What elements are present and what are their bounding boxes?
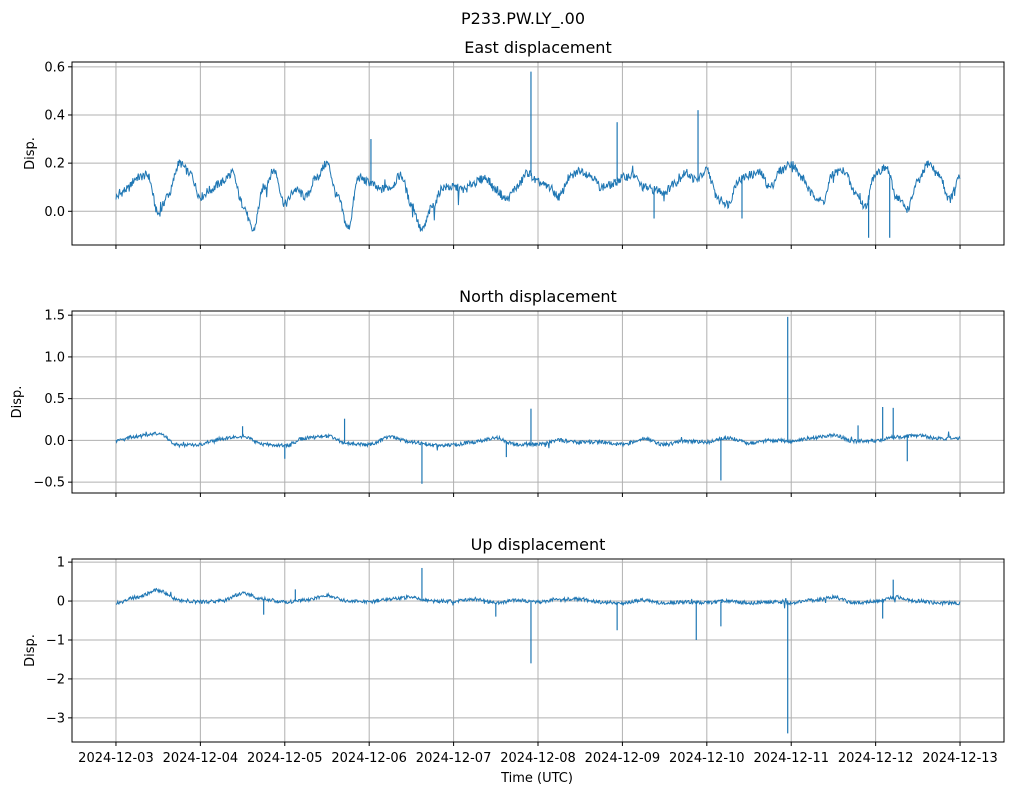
x-tick-label: 2024-12-04 [163,751,239,766]
x-tick-label: 2024-12-11 [753,751,829,766]
panel-north: North displacement Disp. −0.5 0.0 0.5 1.0 1.5 [10,287,1005,497]
x-tick-label: 2024-12-13 [922,751,998,766]
y-tick-label: −1 [46,633,65,648]
panels: East displacement Disp. 0.0 0.2 0.4 0.6 North … [10,38,1005,766]
y-tick-label: 1 [57,556,65,571]
y-axis-label: Disp. [23,634,38,667]
y-axis-label: Disp. [10,386,25,419]
y-tick-label: 0.4 [44,108,65,123]
x-tick-label: 2024-12-10 [669,751,745,766]
y-tick-label: −0.5 [33,476,65,491]
x-axis-label: Time (UTC) [500,771,573,786]
y-tick-label: 0.2 [44,157,65,172]
axes-frame [71,61,1005,246]
y-tick-label: −2 [46,672,65,687]
y-tick-label: 0.6 [44,60,65,75]
x-tick-label: 2024-12-05 [247,751,323,766]
panel-up: Up displacement Disp. −3 −2 −1 0 1 2024-12-03 20… [23,535,1005,766]
panel-title: East displacement [464,38,611,57]
y-tick-label: 1.5 [44,309,65,324]
panel-title: Up displacement [471,535,606,554]
series-line [115,587,961,609]
y-axis-label: Disp. [23,137,38,170]
panel-title: North displacement [459,287,617,306]
y-tick-label: 0 [57,595,65,610]
y-tick-label: 0.0 [44,434,65,449]
x-tick-label: 2024-12-06 [331,751,407,766]
y-tick-label: 0.0 [44,205,65,220]
x-tick-label: 2024-12-08 [500,751,576,766]
figure-title: P233.PW.LY_.00 [461,9,585,29]
y-tick-label: 0.5 [44,392,65,407]
x-tick-label: 2024-12-07 [416,751,492,766]
axes-frame [71,558,1005,743]
x-tick-label: 2024-12-09 [585,751,661,766]
panel-east: East displacement Disp. 0.0 0.2 0.4 0.6 [23,38,1005,249]
x-tick-label: 2024-12-03 [78,751,154,766]
y-tick-label: 1.0 [44,350,65,365]
axes-frame [71,310,1005,494]
series-line [115,431,961,451]
series-line [115,159,961,232]
y-tick-label: −3 [46,711,65,726]
x-tick-label: 2024-12-12 [838,751,914,766]
